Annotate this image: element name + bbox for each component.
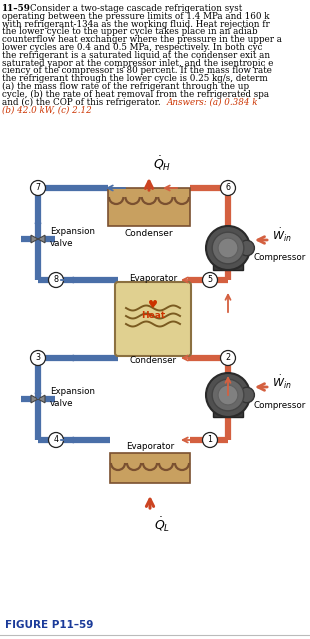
Text: $\dot{W}_{in}$: $\dot{W}_{in}$	[272, 226, 292, 243]
Circle shape	[206, 373, 250, 417]
Text: ciency of the compressor is 80 percent. If the mass flow rate: ciency of the compressor is 80 percent. …	[2, 66, 272, 75]
Text: $\dot{W}_{in}$: $\dot{W}_{in}$	[272, 373, 292, 390]
Circle shape	[48, 272, 64, 288]
Text: Compressor: Compressor	[254, 254, 306, 263]
Circle shape	[212, 232, 244, 264]
Text: 5: 5	[207, 275, 213, 284]
Text: 1: 1	[207, 436, 212, 445]
Text: and (c) the COP of this refrigerator.: and (c) the COP of this refrigerator.	[2, 98, 161, 107]
Text: 2: 2	[225, 353, 231, 362]
Text: (b) 42.0 kW, (c) 2.12: (b) 42.0 kW, (c) 2.12	[2, 105, 92, 114]
Text: 11–59: 11–59	[2, 4, 31, 13]
Text: $\dot{Q}_L$: $\dot{Q}_L$	[154, 515, 170, 534]
FancyBboxPatch shape	[110, 453, 190, 483]
Text: Evaporator: Evaporator	[126, 442, 174, 451]
Text: Expansion: Expansion	[50, 227, 95, 236]
Circle shape	[202, 272, 218, 288]
Polygon shape	[38, 235, 45, 243]
Text: ♥: ♥	[148, 300, 158, 310]
Text: lower cycles are 0.4 and 0.5 MPa, respectively. In both cyc: lower cycles are 0.4 and 0.5 MPa, respec…	[2, 43, 263, 52]
Text: operating between the pressure limits of 1.4 MPa and 160 k: operating between the pressure limits of…	[2, 12, 269, 21]
Text: with refrigerant-134a as the working fluid. Heat rejection fr: with refrigerant-134a as the working flu…	[2, 20, 270, 29]
Text: valve: valve	[50, 399, 73, 408]
Circle shape	[48, 433, 64, 447]
Text: Answers: (a) 0.384 k: Answers: (a) 0.384 k	[167, 98, 259, 107]
Circle shape	[30, 180, 46, 196]
Text: Condenser: Condenser	[125, 229, 173, 238]
Polygon shape	[31, 395, 38, 403]
Text: 8: 8	[54, 275, 59, 284]
FancyBboxPatch shape	[115, 282, 191, 356]
Circle shape	[220, 180, 236, 196]
Text: Consider a two-stage cascade refrigeration syst: Consider a two-stage cascade refrigerati…	[30, 4, 242, 13]
Text: valve: valve	[50, 238, 73, 247]
Circle shape	[239, 387, 255, 403]
Text: Compressor: Compressor	[254, 401, 306, 410]
Circle shape	[239, 240, 255, 256]
Polygon shape	[31, 235, 38, 243]
Circle shape	[218, 385, 238, 405]
Text: cycle, (b) the rate of heat removal from the refrigerated spa: cycle, (b) the rate of heat removal from…	[2, 90, 269, 99]
Text: FIGURE P11–59: FIGURE P11–59	[5, 620, 93, 630]
Text: Evaporator: Evaporator	[129, 274, 177, 283]
Text: 6: 6	[225, 183, 231, 192]
Text: the refrigerant is a saturated liquid at the condenser exit an: the refrigerant is a saturated liquid at…	[2, 50, 270, 60]
Text: Condenser: Condenser	[130, 356, 177, 365]
Text: (a) the mass flow rate of the refrigerant through the up: (a) the mass flow rate of the refrigeran…	[2, 82, 249, 91]
Circle shape	[206, 226, 250, 270]
FancyBboxPatch shape	[108, 188, 190, 226]
Text: 7: 7	[35, 183, 41, 192]
Text: Heat: Heat	[141, 311, 165, 321]
Text: counterflow heat exchanger where the pressure in the upper a: counterflow heat exchanger where the pre…	[2, 35, 282, 44]
Text: the refrigerant through the lower cycle is 0.25 kg/s, determ: the refrigerant through the lower cycle …	[2, 74, 268, 83]
FancyBboxPatch shape	[213, 410, 243, 417]
Text: saturated vapor at the compressor inlet, and the isentropic e: saturated vapor at the compressor inlet,…	[2, 59, 273, 68]
Text: the lower cycle to the upper cycle takes place in an adiab: the lower cycle to the upper cycle takes…	[2, 27, 258, 36]
Circle shape	[220, 351, 236, 366]
Circle shape	[202, 433, 218, 447]
Circle shape	[30, 351, 46, 366]
Text: 4: 4	[54, 436, 59, 445]
Text: Expansion: Expansion	[50, 387, 95, 397]
Circle shape	[218, 238, 238, 258]
FancyBboxPatch shape	[213, 263, 243, 270]
Text: 3: 3	[36, 353, 41, 362]
Circle shape	[212, 379, 244, 411]
Polygon shape	[38, 395, 45, 403]
Text: $\dot{Q}_H$: $\dot{Q}_H$	[153, 155, 171, 173]
